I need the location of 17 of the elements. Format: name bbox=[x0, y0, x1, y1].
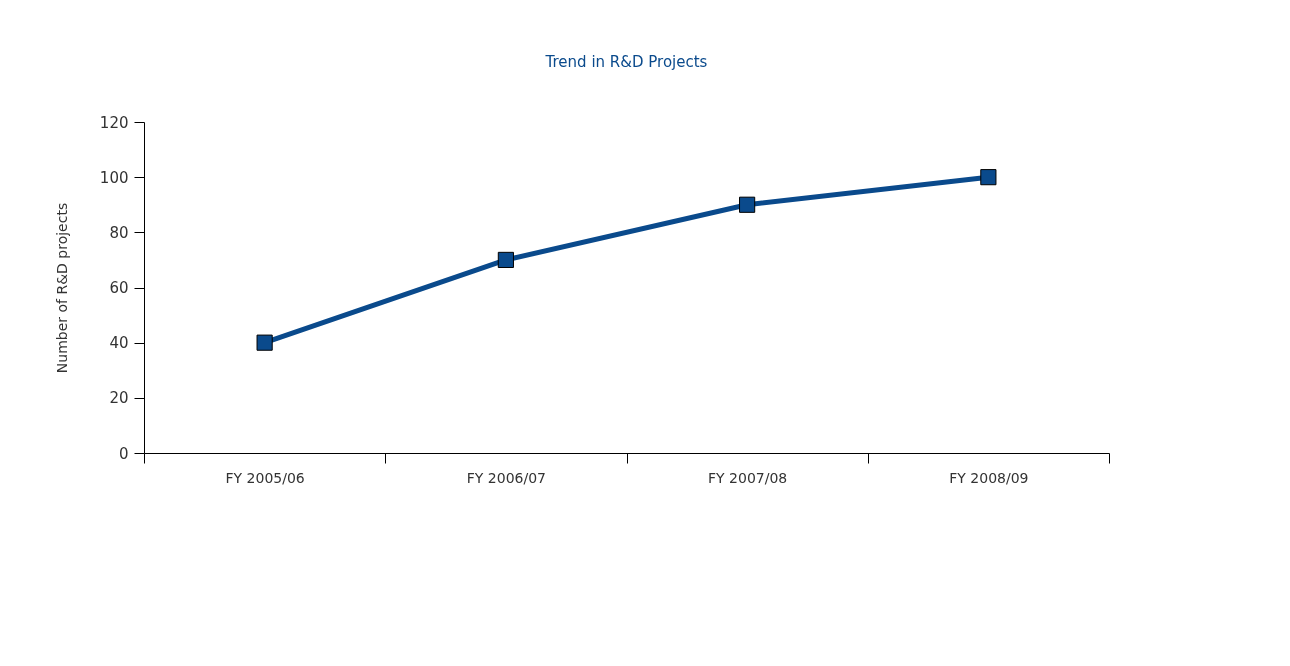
y-tick-label: 120 bbox=[99, 113, 129, 132]
point bbox=[497, 251, 514, 268]
point bbox=[256, 334, 273, 351]
x-tick-label: FY 2008/09 bbox=[949, 469, 1029, 486]
point bbox=[739, 196, 756, 213]
chart-title: Trend in R&D Projects bbox=[544, 53, 708, 71]
y-tick-label: 80 bbox=[109, 223, 129, 242]
y-tick-label: 100 bbox=[99, 168, 129, 187]
x-tick-label: FY 2007/08 bbox=[708, 469, 788, 486]
point bbox=[980, 169, 997, 186]
y-tick-label: 40 bbox=[109, 334, 129, 353]
x-tick-label: FY 2006/07 bbox=[466, 469, 546, 486]
y-tick-label: 0 bbox=[118, 444, 129, 463]
y-tick-label: 20 bbox=[109, 389, 129, 408]
y-tick-label: 60 bbox=[109, 279, 129, 297]
x-tick-label: FY 2005/06 bbox=[225, 469, 305, 486]
y-axis-title: Number of R&D projects bbox=[53, 202, 70, 374]
